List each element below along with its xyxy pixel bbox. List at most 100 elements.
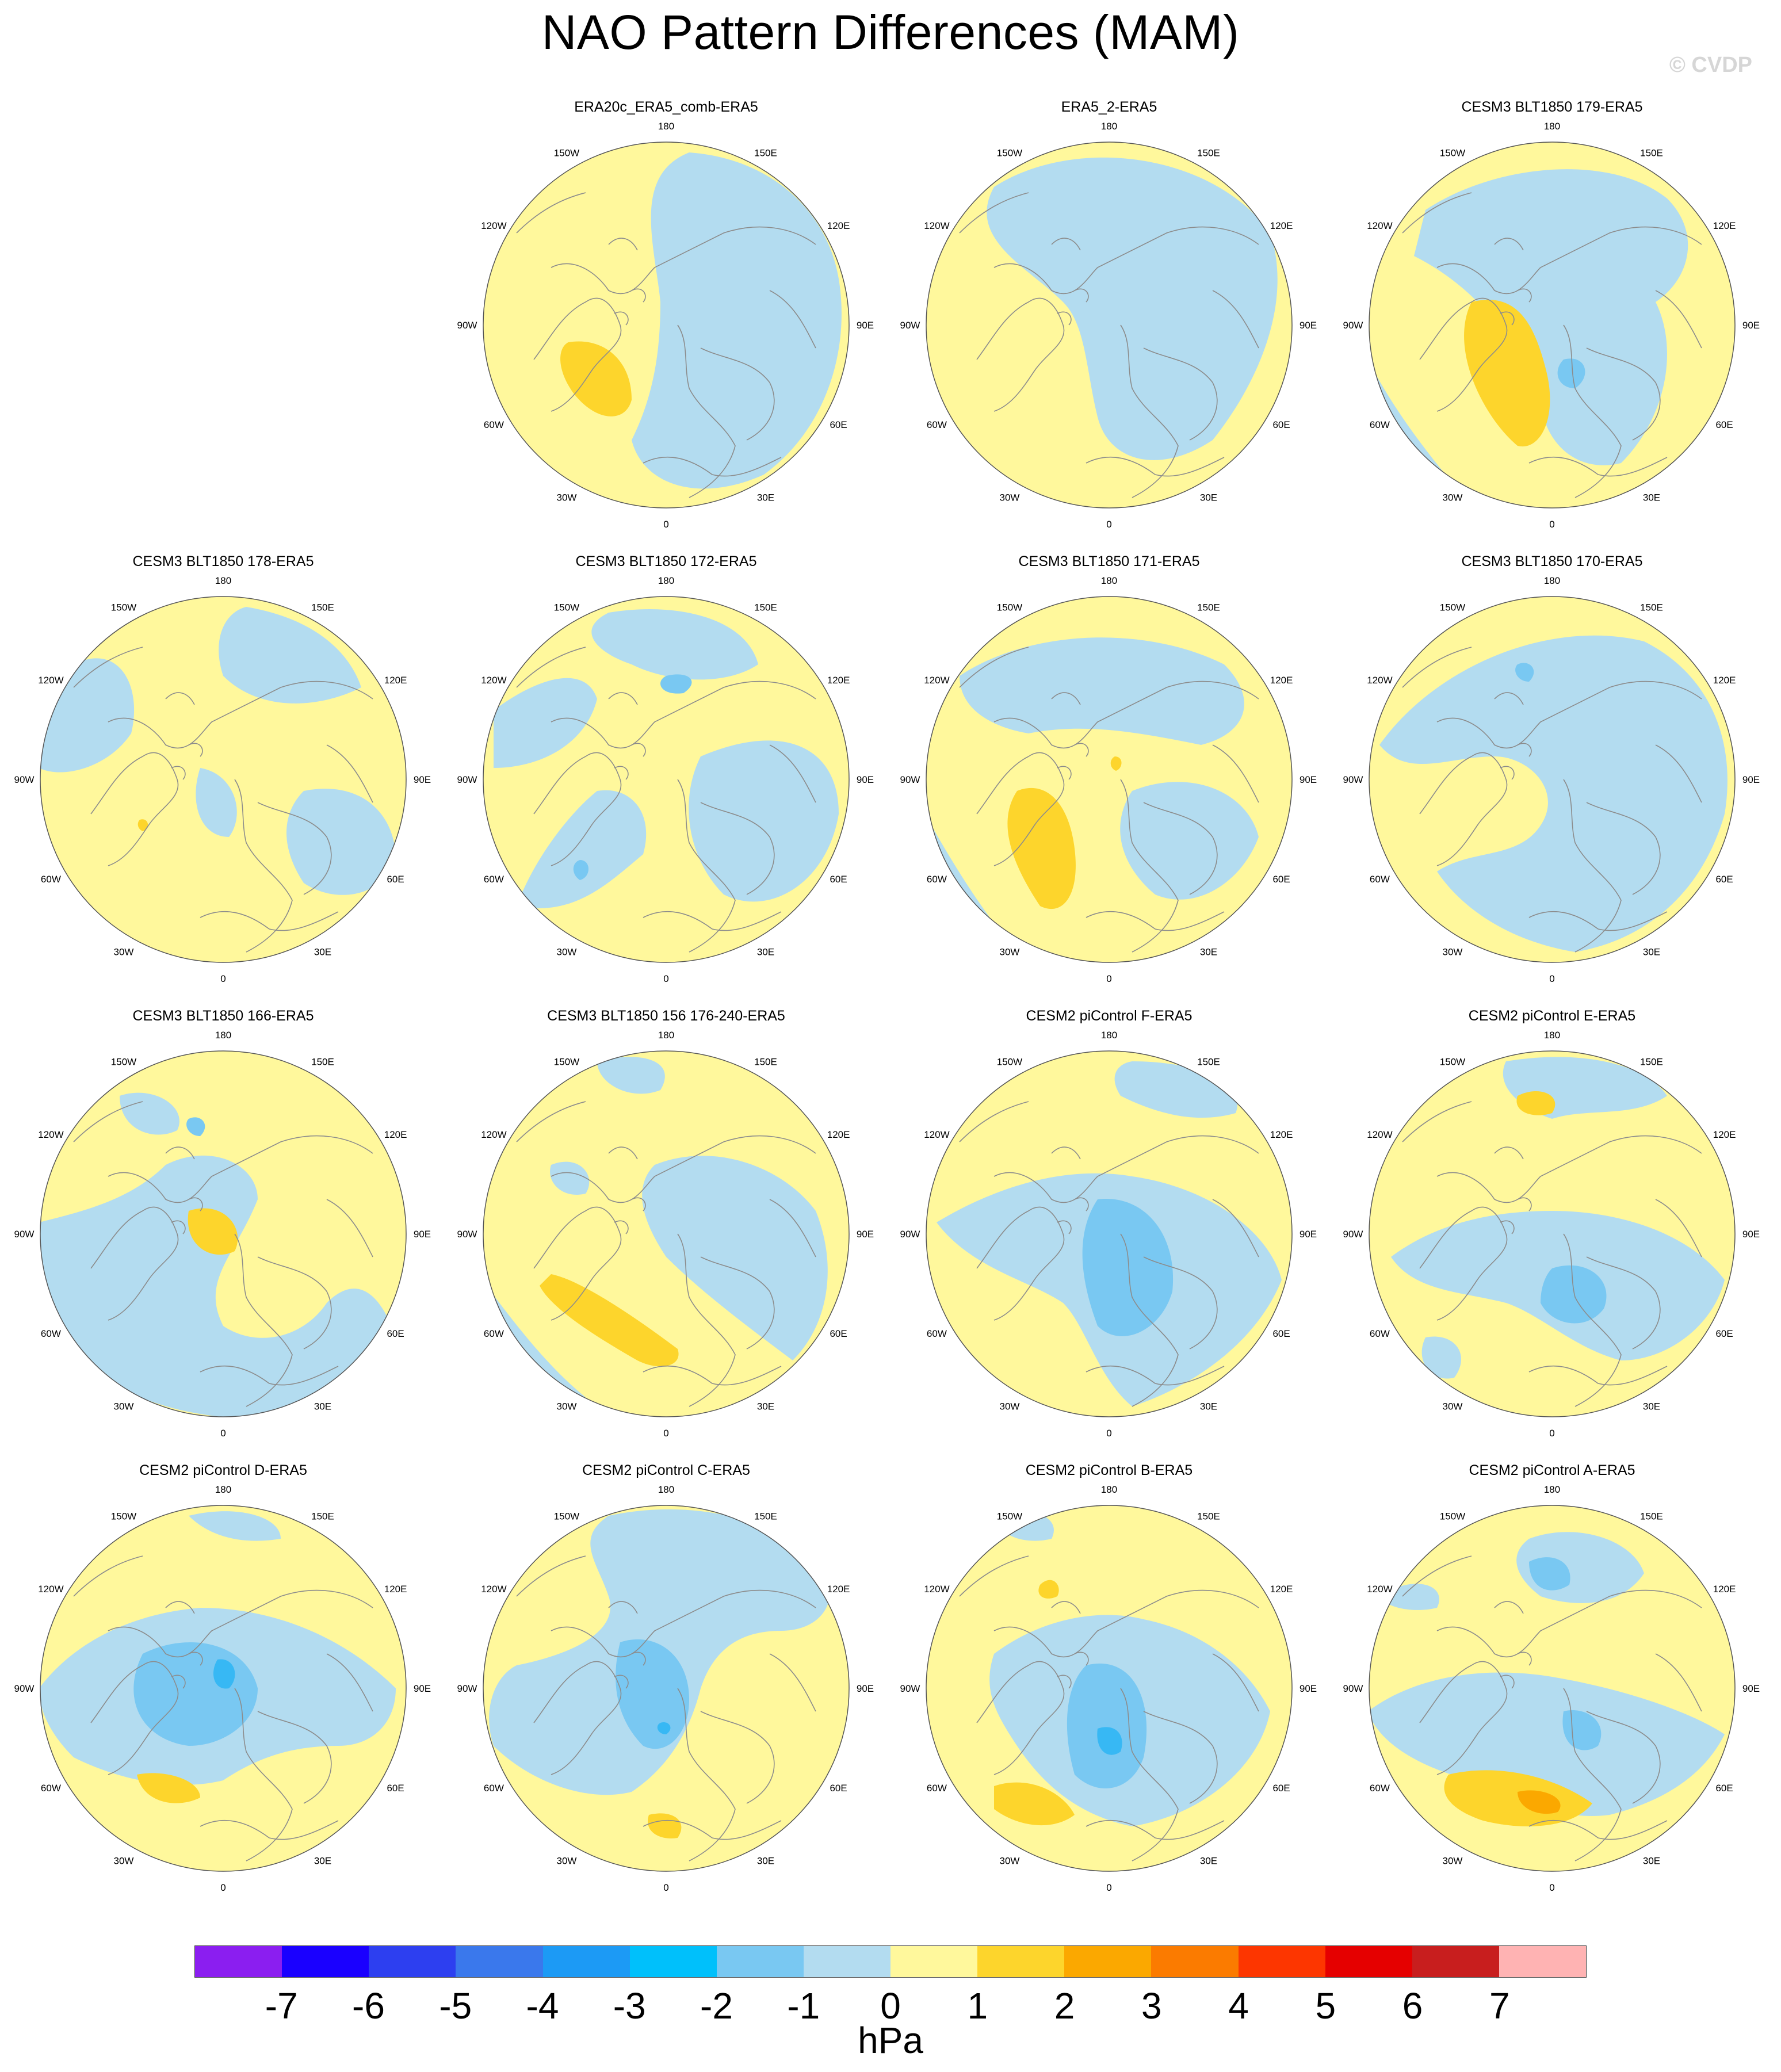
map-panel: CESM2 piControl E-ERA5 180 150E 120E 90E 60E 3… [1333, 1008, 1771, 1462]
coastline [1586, 347, 1661, 441]
longitude-label: 180 [1101, 1484, 1117, 1495]
longitude-label: 60E [1715, 874, 1733, 885]
contour-region [137, 819, 148, 831]
longitude-label: 150W [997, 602, 1022, 613]
longitude-label: 30W [1000, 947, 1020, 958]
longitude-label: 90W [900, 1683, 920, 1694]
longitude-label: 90W [457, 1229, 477, 1240]
longitude-label: 120W [924, 675, 949, 686]
colorbar-swatch [369, 1946, 456, 1977]
coastline [700, 1256, 775, 1350]
colorbar-tick-label: 3 [1141, 1985, 1162, 2027]
coastline [1494, 1146, 1532, 1234]
contour-region [494, 678, 597, 768]
panel-title: CESM3 BLT1850 170-ERA5 [1461, 553, 1643, 569]
longitude-label: 120E [827, 220, 850, 231]
longitude-label: 0 [1106, 519, 1111, 530]
longitude-label: 30W [114, 947, 134, 958]
longitude-label: 60E [1272, 874, 1290, 885]
map-border [483, 142, 850, 509]
longitude-label: 0 [220, 1428, 226, 1439]
coastline [1528, 911, 1668, 931]
coastline [73, 1101, 373, 1257]
longitude-label: 90W [14, 1683, 35, 1694]
coastline [976, 1661, 1065, 1775]
longitude-label: 90W [457, 320, 477, 331]
map-panel: CESM2 piControl F-ERA5 180 150E 120E 90E 60E 3… [890, 1008, 1328, 1462]
coastline [1419, 297, 1508, 412]
longitude-label: 120W [38, 675, 63, 686]
coastline [976, 297, 1065, 412]
coastline [959, 192, 1259, 349]
contour-region [616, 1639, 689, 1749]
coastline [234, 779, 293, 953]
longitude-label: 0 [1106, 1882, 1111, 1893]
coastline [1051, 692, 1089, 780]
longitude-label: 0 [1549, 973, 1554, 984]
coastline [1402, 647, 1702, 803]
coastline [608, 692, 646, 780]
longitude-label: 120E [384, 675, 407, 686]
map-border [40, 1505, 407, 1872]
longitude-label: 60E [387, 1328, 404, 1339]
contour-region [689, 740, 839, 902]
coastline [1086, 911, 1225, 931]
contour-region [540, 1274, 679, 1367]
longitude-label: 90W [900, 1229, 920, 1240]
longitude-label: 0 [1549, 519, 1554, 530]
longitude-label: 90W [1343, 1229, 1363, 1240]
longitude-label: 150E [1197, 1511, 1220, 1521]
longitude-label: 30E [1200, 1401, 1217, 1412]
longitude-label: 60E [1272, 1328, 1290, 1339]
longitude-label: 120E [827, 1584, 850, 1595]
coastline [165, 1601, 203, 1689]
longitude-label: 30E [757, 1856, 774, 1867]
coastline [677, 779, 736, 953]
longitude-label: 120E [1713, 1129, 1736, 1140]
polar-map: 180 150E 120E 90E 60E 30E 0 30W 60W 90W 120W 150W [900, 575, 1317, 984]
longitude-label: 60W [484, 1783, 504, 1794]
coastline [533, 752, 622, 866]
longitude-label: 150W [111, 1056, 136, 1067]
contour-region [657, 1722, 671, 1734]
longitude-label: 60E [1272, 419, 1290, 430]
contour-region [137, 1773, 200, 1803]
longitude-label: 0 [663, 973, 668, 984]
longitude-label: 150W [554, 1511, 579, 1521]
longitude-label: 120E [1270, 220, 1293, 231]
panel-title: CESM3 BLT1850 171-ERA5 [1018, 553, 1200, 569]
contour-region [1097, 1727, 1122, 1755]
longitude-label: 90E [857, 1229, 874, 1240]
polar-map: 180 150E 120E 90E 60E 30E 0 30W 60W 90W 120W 150W [1343, 1484, 1760, 1893]
coastline [608, 1146, 646, 1234]
contour-region [632, 152, 842, 489]
coastline [257, 802, 332, 895]
colorbar-tick-label: 1 [967, 1985, 988, 2027]
longitude-label: 150W [1440, 1511, 1465, 1521]
longitude-label: 150W [1440, 147, 1465, 158]
coastline [1419, 1206, 1508, 1321]
contour-region [1007, 787, 1076, 909]
longitude-label: 30E [1643, 947, 1660, 958]
cvdp-credit: © CVDP [1669, 53, 1752, 77]
contour-region [1557, 358, 1585, 388]
coastline [533, 1206, 622, 1321]
polar-map: 180 150E 120E 90E 60E 30E 0 30W 60W 90W 120W 150W [14, 575, 431, 984]
map-panel: CESM3 BLT1850 156 176-240-ERA5 180 150E 120… [448, 1008, 885, 1462]
map-border [1369, 142, 1736, 509]
colorbar-swatch [542, 1946, 630, 1977]
longitude-label: 30W [1000, 1401, 1020, 1412]
longitude-label: 90W [900, 774, 920, 785]
contour-region [573, 860, 588, 880]
map-panel: CESM2 piControl B-ERA5 180 150E 120E 90E 60E 3… [890, 1462, 1328, 1917]
polar-map: 180 150E 120E 90E 60E 30E 0 30W 60W 90W 120W 150W [900, 1030, 1317, 1439]
longitude-label: 60W [484, 874, 504, 885]
colorbar-swatch [1325, 1946, 1412, 1977]
longitude-label: 120E [384, 1129, 407, 1140]
coastline [90, 1206, 179, 1321]
longitude-label: 180 [215, 575, 231, 586]
longitude-label: 180 [1544, 1484, 1560, 1495]
contour-region [1515, 663, 1534, 682]
contour-region [120, 1092, 179, 1135]
colorbar-tick-label: 4 [1228, 1985, 1249, 2027]
